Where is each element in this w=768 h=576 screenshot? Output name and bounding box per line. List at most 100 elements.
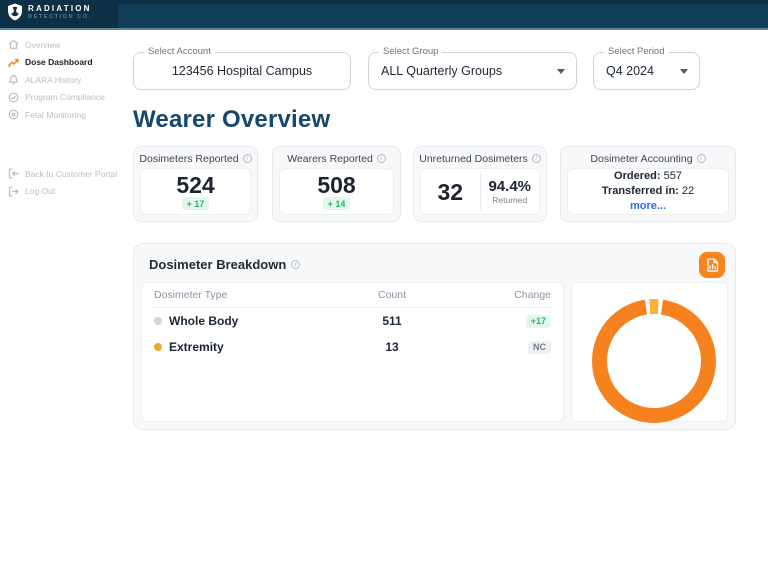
stat-value: 508 — [317, 172, 356, 198]
table-row: Whole Body 511 +17 — [154, 308, 551, 334]
divider — [479, 173, 481, 210]
select-period-field[interactable]: Select Period Q4 2024 — [593, 46, 700, 90]
ordered-label: Ordered: — [614, 170, 661, 182]
monitor-circle-icon — [8, 109, 19, 120]
stat-card-title: Wearers Reported — [287, 152, 373, 165]
donut-hole — [607, 314, 701, 408]
select-group-label: Select Group — [379, 46, 443, 57]
row-change-cell: +17 — [452, 314, 551, 328]
transferred-line: Transferred in: 22 — [602, 184, 694, 199]
series-dot — [154, 343, 162, 351]
select-period-label: Select Period — [604, 46, 669, 57]
check-circle-icon — [8, 92, 19, 103]
brand-text: RADIATION DETECTION CO. — [28, 4, 92, 21]
transferred-label: Transferred in: — [601, 185, 679, 197]
ordered-line: Ordered: 557 — [614, 169, 682, 184]
home-icon — [8, 39, 19, 50]
column-header-count: Count — [377, 289, 407, 301]
returned-percent: 94.4% — [488, 177, 532, 195]
column-header-type: Dosimeter Type — [154, 289, 228, 301]
breakdown-table: Dosimeter Type Count Change Whole Body 5… — [141, 282, 564, 422]
row-count-cell: 511 — [382, 314, 402, 328]
stat-value: 32 — [437, 178, 464, 205]
chevron-down-icon — [557, 69, 565, 74]
info-icon[interactable]: i — [531, 154, 541, 163]
stat-card-title: Dosimeter Accounting — [590, 152, 693, 165]
info-icon[interactable]: i — [291, 260, 301, 269]
breakdown-chart-panel — [571, 282, 728, 423]
stat-card-body: Ordered: 557 Transferred in: 22 more... — [567, 168, 729, 215]
table-row: Extremity 13 NC — [154, 334, 551, 360]
stat-card-body: 524 + 17 — [140, 168, 251, 215]
sidebar-item-label: Dose Dashboard — [25, 57, 93, 68]
series-dot — [154, 317, 162, 325]
sidebar: Overview Dose Dashboard ALARA History Pr… — [0, 32, 133, 576]
stat-card-title-row: Unreturned Dosimeters i — [419, 151, 541, 166]
returned-percent-section: 94.4% Returned — [481, 169, 540, 214]
row-type-label: Whole Body — [169, 314, 239, 328]
sidebar-item-overview[interactable]: Overview — [8, 36, 131, 54]
select-account-field[interactable]: Select Account 123456 Hospital Campus — [133, 46, 351, 90]
stat-card-title: Dosimeters Reported — [139, 152, 239, 165]
dosimeter-donut-chart — [592, 299, 716, 423]
sidebar-item-program-compliance[interactable]: Program Compliance — [8, 89, 131, 107]
column-header-change: Change — [514, 289, 551, 301]
select-period-value: Q4 2024 — [606, 64, 654, 78]
brand-logo: RADIATION DETECTION CO. — [7, 3, 92, 21]
sidebar-item-log-out[interactable]: Log Out — [8, 183, 131, 201]
sidebar-item-fetal-monitoring[interactable]: Fetal Monitoring — [8, 106, 131, 124]
brand-tagline: DETECTION CO. — [28, 13, 92, 20]
select-group-field[interactable]: Select Group ALL Quarterly Groups — [368, 46, 577, 90]
ordered-value: 557 — [663, 170, 682, 182]
header-inner-panel — [118, 4, 768, 28]
brand-name: RADIATION — [28, 3, 92, 13]
stat-value: 524 — [176, 172, 215, 198]
sidebar-item-label: Program Compliance — [25, 92, 105, 103]
sidebar-item-label: ALARA History — [25, 74, 82, 85]
sidebar-item-label: Overview — [25, 39, 61, 50]
shield-logo-icon — [8, 3, 22, 21]
table-header-row: Dosimeter Type Count Change — [154, 283, 551, 308]
change-badge: + 17 — [181, 197, 210, 210]
sidebar-item-alara-history[interactable]: ALARA History — [8, 71, 131, 89]
main-content: Select Account 123456 Hospital Campus Se… — [133, 32, 768, 576]
chevron-down-icon — [680, 69, 688, 74]
info-icon[interactable]: i — [696, 154, 706, 163]
stat-card-title-row: Wearers Reported i — [279, 151, 394, 166]
select-account-value: 123456 Hospital Campus — [171, 64, 313, 78]
chart-line-icon — [8, 57, 19, 68]
more-link[interactable]: more... — [629, 200, 667, 212]
stat-card-body: 508 + 14 — [279, 168, 394, 215]
unreturned-count-section: 32 — [421, 169, 480, 214]
info-icon[interactable]: i — [376, 154, 386, 163]
sidebar-footer: Back to Customer Portal Log Out — [8, 165, 131, 200]
bell-icon — [8, 74, 19, 85]
change-badge: +17 — [525, 314, 551, 328]
sidebar-item-back-to-customer-portal[interactable]: Back to Customer Portal — [8, 165, 131, 183]
stat-card-title-row: Dosimeters Reported i — [139, 151, 252, 166]
sidebar-item-dose-dashboard[interactable]: Dose Dashboard — [8, 54, 131, 72]
stat-card-unreturned-dosimeters: Unreturned Dosimeters i 32 94.4% Returne… — [413, 146, 547, 222]
row-type-cell: Extremity — [154, 340, 332, 354]
stat-card-dosimeter-accounting: Dosimeter Accounting i Ordered: 557 Tran… — [560, 146, 736, 222]
stat-card-title-row: Dosimeter Accounting i — [567, 151, 729, 166]
file-export-icon — [706, 258, 718, 272]
stat-card-body: 32 94.4% Returned — [420, 168, 540, 215]
export-report-button[interactable] — [699, 252, 725, 278]
select-group-value: ALL Quarterly Groups — [381, 64, 503, 78]
row-type-cell: Whole Body — [154, 314, 332, 328]
row-type-label: Extremity — [169, 340, 224, 354]
change-badge: NC — [528, 340, 551, 354]
returned-percent-label: Returned — [492, 194, 528, 205]
info-icon[interactable]: i — [242, 154, 252, 163]
breakdown-title-row: Dosimeter Breakdown i — [149, 257, 301, 272]
log-out-icon — [8, 186, 19, 197]
row-change-cell: NC — [452, 340, 551, 354]
sidebar-item-label: Log Out — [25, 186, 56, 197]
stat-card-wearers-reported: Wearers Reported i 508 + 14 — [272, 146, 401, 222]
page-title: Wearer Overview — [133, 106, 331, 133]
select-account-label: Select Account — [144, 46, 215, 57]
sidebar-nav: Overview Dose Dashboard ALARA History Pr… — [8, 36, 131, 124]
transferred-value: 22 — [681, 185, 695, 197]
